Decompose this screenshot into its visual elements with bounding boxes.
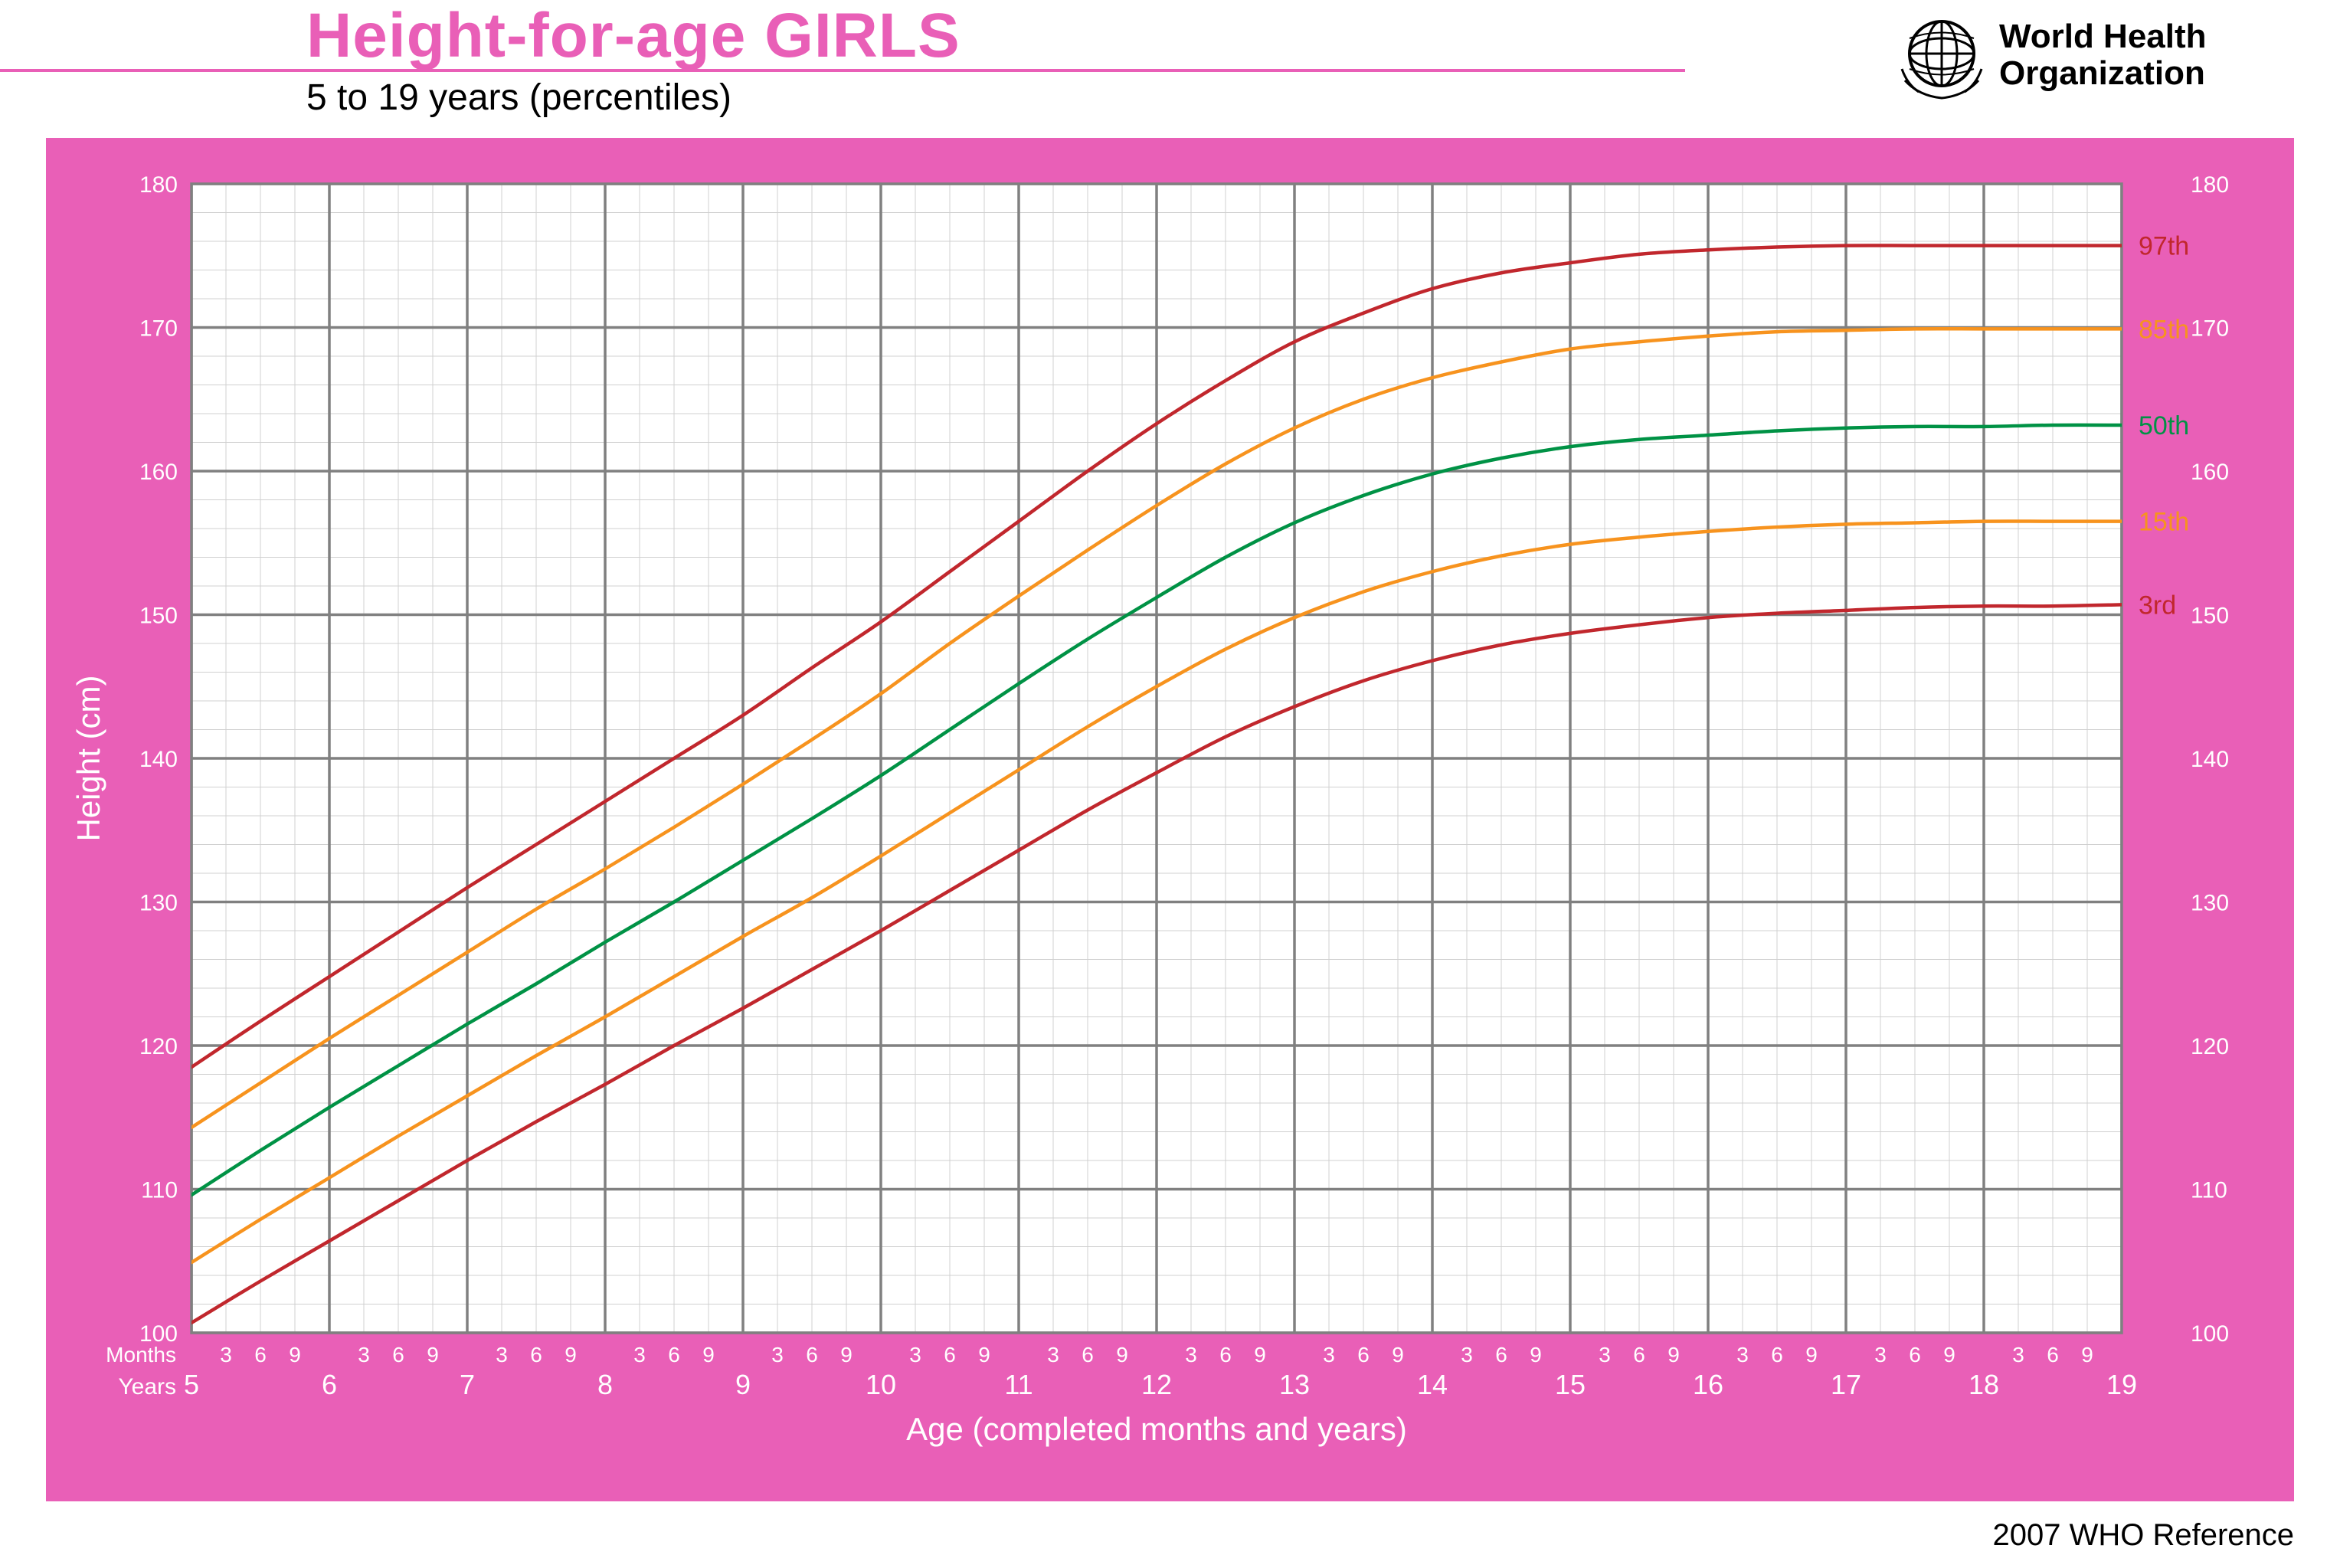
- x-month-tick-12-9: 9: [1254, 1343, 1266, 1367]
- x-month-tick-7-9: 9: [565, 1343, 577, 1367]
- y-tick-right-110: 110: [2191, 1178, 2227, 1203]
- y-tick-right-150: 150: [2191, 604, 2229, 629]
- y-tick-right-160: 160: [2191, 460, 2229, 485]
- x-month-tick-7-6: 6: [530, 1343, 542, 1367]
- who-logo-text-1: World Health: [1999, 18, 2207, 55]
- x-year-tick-13: 13: [1279, 1369, 1310, 1400]
- x-year-tick-9: 9: [735, 1369, 751, 1400]
- x-year-tick-6: 6: [322, 1369, 337, 1400]
- series-label-15th: 15th: [2139, 508, 2189, 537]
- x-month-tick-5-3: 3: [220, 1343, 232, 1367]
- x-month-tick-8-9: 9: [702, 1343, 715, 1367]
- x-month-tick-11-9: 9: [1116, 1343, 1128, 1367]
- x-month-tick-18-6: 6: [2047, 1343, 2059, 1367]
- who-logo: World Health Organization: [1896, 8, 2294, 100]
- x-year-tick-5: 5: [184, 1369, 199, 1400]
- x-month-tick-5-6: 6: [254, 1343, 267, 1367]
- chart-frame: 97th85th50th15th3rd100100110110120120130…: [46, 138, 2294, 1501]
- x-axis-label: Age (completed months and years): [906, 1411, 1407, 1447]
- x-year-tick-7: 7: [460, 1369, 475, 1400]
- x-month-tick-7-3: 3: [496, 1343, 508, 1367]
- x-month-tick-11-6: 6: [1082, 1343, 1094, 1367]
- x-month-tick-10-6: 6: [944, 1343, 956, 1367]
- x-year-tick-17: 17: [1831, 1369, 1861, 1400]
- x-month-tick-11-3: 3: [1047, 1343, 1059, 1367]
- y-tick-right-170: 170: [2191, 316, 2229, 342]
- x-month-tick-6-6: 6: [392, 1343, 404, 1367]
- x-month-tick-13-9: 9: [1392, 1343, 1404, 1367]
- chart-title: Height-for-age GIRLS: [306, 0, 961, 72]
- x-month-tick-9-3: 3: [771, 1343, 784, 1367]
- x-month-tick-6-3: 3: [358, 1343, 370, 1367]
- y-tick-right-140: 140: [2191, 747, 2229, 772]
- y-tick-right-120: 120: [2191, 1034, 2229, 1059]
- x-year-tick-8: 8: [597, 1369, 613, 1400]
- x-month-tick-9-9: 9: [840, 1343, 853, 1367]
- y-tick-right-180: 180: [2191, 172, 2229, 198]
- who-logo-text-2: Organization: [1999, 54, 2205, 92]
- years-row-label: Years: [118, 1374, 176, 1399]
- x-month-tick-17-3: 3: [1874, 1343, 1887, 1367]
- x-month-tick-14-6: 6: [1495, 1343, 1507, 1367]
- x-year-tick-10: 10: [866, 1369, 896, 1400]
- x-month-tick-18-9: 9: [2081, 1343, 2093, 1367]
- y-tick-left-130: 130: [139, 891, 178, 916]
- who-emblem-icon: [1902, 21, 1982, 98]
- chart-subtitle: 5 to 19 years (percentiles): [306, 77, 731, 119]
- growth-chart: 97th85th50th15th3rd100100110110120120130…: [46, 138, 2294, 1501]
- y-tick-right-100: 100: [2191, 1321, 2229, 1347]
- x-year-tick-18: 18: [1969, 1369, 1999, 1400]
- y-tick-right-130: 130: [2191, 891, 2229, 916]
- x-month-tick-16-3: 3: [1736, 1343, 1749, 1367]
- x-year-tick-11: 11: [1004, 1369, 1033, 1400]
- x-year-tick-19: 19: [2106, 1369, 2137, 1400]
- x-month-tick-10-3: 3: [909, 1343, 921, 1367]
- x-month-tick-17-6: 6: [1909, 1343, 1921, 1367]
- x-month-tick-12-3: 3: [1185, 1343, 1197, 1367]
- x-month-tick-8-6: 6: [668, 1343, 680, 1367]
- x-month-tick-15-9: 9: [1667, 1343, 1680, 1367]
- x-month-tick-13-6: 6: [1357, 1343, 1370, 1367]
- x-month-tick-15-3: 3: [1599, 1343, 1611, 1367]
- y-tick-left-160: 160: [139, 460, 178, 485]
- y-tick-left-120: 120: [139, 1034, 178, 1059]
- x-month-tick-8-3: 3: [633, 1343, 646, 1367]
- series-label-97th: 97th: [2139, 232, 2189, 261]
- y-tick-left-170: 170: [139, 316, 178, 342]
- x-month-tick-15-6: 6: [1633, 1343, 1645, 1367]
- y-axis-label: Height (cm): [70, 675, 106, 841]
- series-label-50th: 50th: [2139, 411, 2189, 440]
- x-year-tick-15: 15: [1555, 1369, 1586, 1400]
- x-month-tick-16-6: 6: [1771, 1343, 1783, 1367]
- x-month-tick-6-9: 9: [427, 1343, 439, 1367]
- x-month-tick-9-6: 6: [806, 1343, 818, 1367]
- y-tick-left-140: 140: [139, 747, 178, 772]
- x-month-tick-12-6: 6: [1219, 1343, 1232, 1367]
- x-month-tick-16-9: 9: [1805, 1343, 1818, 1367]
- x-year-tick-12: 12: [1141, 1369, 1172, 1400]
- series-label-3rd: 3rd: [2139, 591, 2176, 620]
- months-row-label: Months: [106, 1343, 176, 1367]
- x-month-tick-10-9: 9: [978, 1343, 990, 1367]
- y-tick-left-110: 110: [141, 1178, 178, 1203]
- x-month-tick-5-9: 9: [289, 1343, 301, 1367]
- footer-reference: 2007 WHO Reference: [1992, 1518, 2294, 1553]
- header: Height-for-age GIRLS 5 to 19 years (perc…: [0, 0, 2340, 130]
- x-year-tick-14: 14: [1417, 1369, 1448, 1400]
- x-month-tick-13-3: 3: [1323, 1343, 1335, 1367]
- y-tick-left-180: 180: [139, 172, 178, 198]
- series-label-85th: 85th: [2139, 315, 2189, 344]
- x-year-tick-16: 16: [1693, 1369, 1723, 1400]
- x-month-tick-17-9: 9: [1943, 1343, 1955, 1367]
- x-month-tick-18-3: 3: [2012, 1343, 2024, 1367]
- x-month-tick-14-9: 9: [1530, 1343, 1542, 1367]
- y-tick-left-150: 150: [139, 604, 178, 629]
- title-underline: [0, 69, 1685, 72]
- x-month-tick-14-3: 3: [1461, 1343, 1473, 1367]
